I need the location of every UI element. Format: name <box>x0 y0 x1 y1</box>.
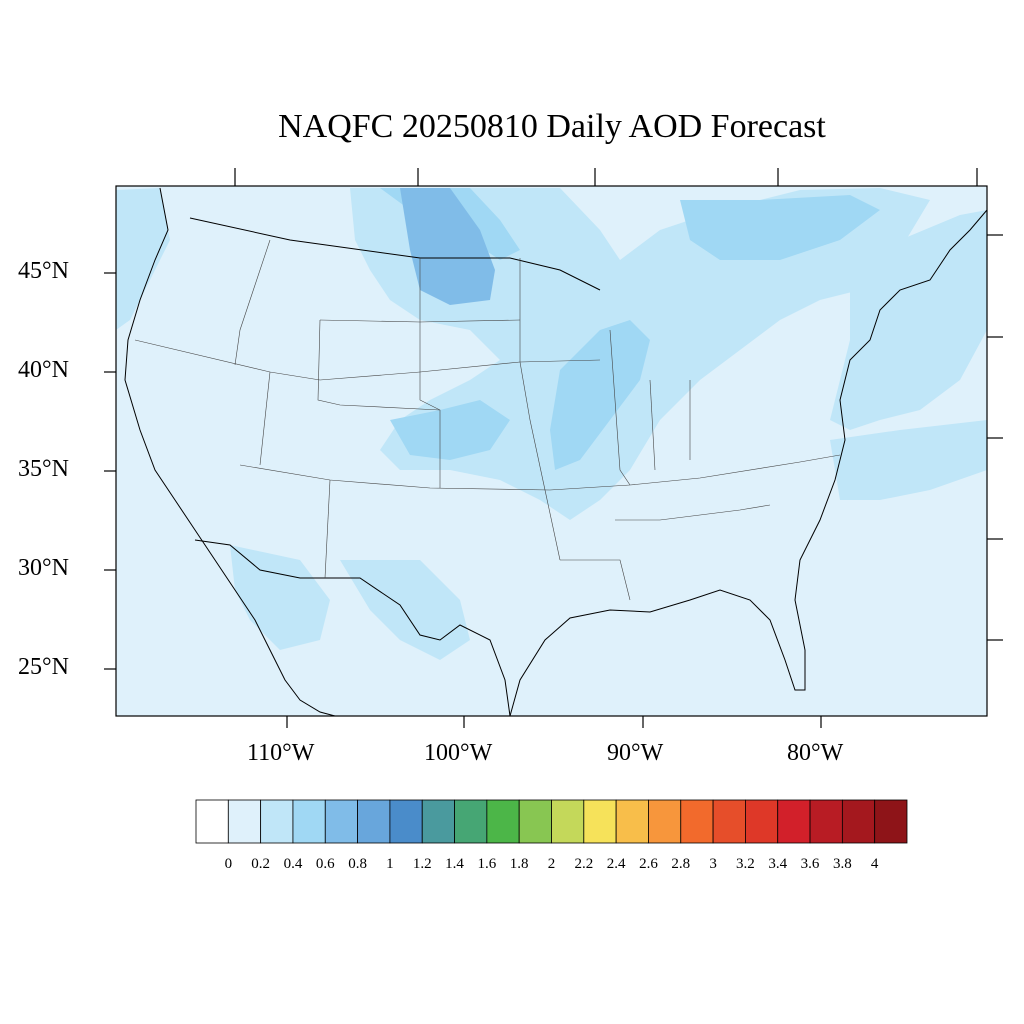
colorbar-tick-label: 3 <box>709 856 717 872</box>
lon-label-110w: 110°W <box>247 740 315 766</box>
colorbar-swatch <box>454 799 488 844</box>
colorbar-tick-label: 1.6 <box>477 856 497 872</box>
colorbar-swatch <box>518 799 552 844</box>
colorbar-tick-label: 3.6 <box>800 856 820 872</box>
colorbar <box>195 799 908 844</box>
axis-ticks <box>104 168 1003 728</box>
colorbar-tick-label: 2.6 <box>639 856 658 872</box>
lat-label-40: 40°N <box>18 357 69 383</box>
colorbar-swatch <box>712 799 746 844</box>
lat-label-45: 45°N <box>18 258 69 284</box>
colorbar-tick-label: 0.4 <box>283 856 303 872</box>
colorbar-tick-label: 2.4 <box>606 856 626 872</box>
colorbar-swatch <box>292 799 326 844</box>
colorbar-swatch <box>551 799 585 844</box>
colorbar-tick-label: 2 <box>547 856 556 872</box>
colorbar-swatch <box>809 799 843 844</box>
colorbar-swatch <box>615 799 649 844</box>
colorbar-tick-label: 0 <box>224 856 233 872</box>
colorbar-tick-label: 3.2 <box>736 856 755 872</box>
colorbar-tick-label: 0.2 <box>251 856 270 872</box>
colorbar-swatch <box>874 799 908 844</box>
colorbar-swatch <box>486 799 520 844</box>
colorbar-tick-label: 0.8 <box>348 856 367 872</box>
map-frame <box>115 185 988 717</box>
map-title: NAQFC 20250810 Daily AOD Forecast <box>278 108 826 145</box>
colorbar-swatch <box>680 799 714 844</box>
colorbar-tick-label: 4 <box>870 856 879 872</box>
lat-label-25: 25°N <box>18 654 69 680</box>
lon-label-90w: 90°W <box>607 740 664 766</box>
colorbar-swatch <box>195 799 229 844</box>
aod-contours <box>116 188 987 660</box>
colorbar-swatch <box>648 799 682 844</box>
colorbar-tick-label: 1.4 <box>445 856 464 872</box>
colorbar-swatch <box>745 799 779 844</box>
colorbar-swatch <box>227 799 262 844</box>
colorbar-tick-label: 0.6 <box>315 856 335 872</box>
colorbar-tick-label: 2.8 <box>671 856 691 872</box>
colorbar-swatch <box>389 799 423 844</box>
colorbar-swatch <box>324 799 358 844</box>
colorbar-tick-label: 2.2 <box>574 856 594 872</box>
us-outline <box>124 187 988 717</box>
lon-label-100w: 100°W <box>424 740 493 766</box>
colorbar-tick-label: 3.4 <box>768 856 788 872</box>
lon-label-80w: 80°W <box>787 740 844 766</box>
colorbar-swatch <box>357 799 391 844</box>
colorbar-tick-label: 3.8 <box>832 856 852 872</box>
state-borders <box>134 239 841 601</box>
colorbar-swatch <box>260 799 294 844</box>
colorbar-swatch <box>583 799 617 844</box>
colorbar-swatch <box>421 799 455 844</box>
colorbar-tick-label: 1 <box>386 856 394 872</box>
lat-label-30: 30°N <box>18 555 69 581</box>
colorbar-tick-label: 1.2 <box>412 856 432 872</box>
colorbar-swatch <box>841 799 876 844</box>
colorbar-tick-label: 1.8 <box>509 856 529 872</box>
lat-label-35: 35°N <box>18 456 69 482</box>
colorbar-swatch <box>777 799 811 844</box>
